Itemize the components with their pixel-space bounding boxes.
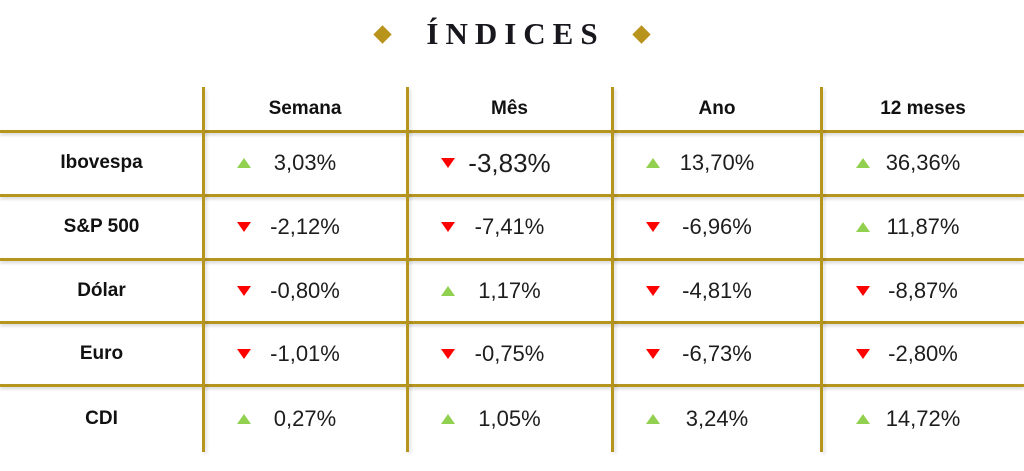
page-title: ÍNDICES	[426, 16, 605, 51]
value-text: 11,87%	[886, 214, 960, 239]
value-cell: 3,03%	[203, 131, 407, 195]
up-triangle-icon	[441, 413, 455, 424]
value-text: -6,73%	[682, 340, 752, 366]
row-label-s-p-500: S&P 500	[63, 216, 140, 237]
row-label-cdi: CDI	[85, 407, 118, 429]
column-header-12-meses: 12 meses	[880, 98, 966, 119]
up-triangle-icon	[856, 158, 870, 168]
title-block: ÍNDICES	[0, 12, 1024, 56]
down-triangle-icon	[441, 348, 455, 359]
down-triangle-icon	[237, 285, 251, 296]
row-label-ibovespa: Ibovespa	[60, 152, 143, 173]
value-cell: 13,70%	[612, 131, 822, 195]
value-cell: -7,41%	[407, 195, 612, 259]
value-text: 13,70%	[679, 150, 755, 175]
row-divider	[0, 130, 1024, 133]
indices-table: Semana Mês Ano 12 meses Ibovespa 3,03% -3,83% 1…	[0, 87, 1024, 452]
row-divider	[0, 321, 1024, 324]
down-triangle-icon	[856, 285, 870, 296]
value-text: -2,80%	[888, 340, 958, 366]
value-text: -7,41%	[474, 214, 545, 239]
value-text: 14,72%	[885, 405, 961, 431]
column-divider	[820, 87, 823, 452]
value-cell: -2,80%	[822, 322, 1024, 385]
down-triangle-icon	[237, 222, 251, 232]
value-cell: 36,36%	[822, 131, 1024, 195]
title-diamond-right-icon	[631, 24, 651, 44]
up-triangle-icon	[856, 222, 870, 232]
value-cell: -1,01%	[203, 322, 407, 385]
down-triangle-icon	[856, 348, 870, 359]
value-cell: 14,72%	[822, 385, 1024, 452]
up-triangle-icon	[441, 285, 455, 296]
down-triangle-icon	[646, 285, 660, 296]
value-text: 0,27%	[273, 405, 337, 431]
value-text: 3,03%	[273, 150, 337, 175]
value-text: -3,83%	[468, 147, 551, 178]
value-cell: -3,83%	[407, 131, 612, 195]
down-triangle-icon	[441, 222, 455, 232]
down-triangle-icon	[237, 348, 251, 359]
corner-cell	[0, 87, 203, 131]
down-triangle-icon	[441, 158, 455, 168]
up-triangle-icon	[237, 158, 251, 168]
value-text: -2,12%	[270, 214, 340, 239]
up-triangle-icon	[646, 158, 660, 168]
value-cell: -8,87%	[822, 259, 1024, 322]
column-header-m-s: Mês	[491, 98, 528, 119]
value-cell: 11,87%	[822, 195, 1024, 259]
down-triangle-icon	[646, 222, 660, 232]
value-cell: -0,80%	[203, 259, 407, 322]
value-cell: -4,81%	[612, 259, 822, 322]
value-text: -8,87%	[888, 277, 958, 303]
value-cell: 1,05%	[407, 385, 612, 452]
value-text: -4,81%	[682, 277, 752, 303]
value-cell: -6,73%	[612, 322, 822, 385]
value-cell: 3,24%	[612, 385, 822, 452]
title-diamond-left-icon	[373, 24, 393, 44]
value-text: 36,36%	[885, 150, 961, 175]
row-label-euro: Euro	[79, 342, 124, 364]
value-cell: -0,75%	[407, 322, 612, 385]
up-triangle-icon	[237, 413, 251, 424]
column-header-ano: Ano	[698, 98, 736, 119]
column-divider	[406, 87, 409, 452]
value-text: -0,75%	[474, 340, 545, 366]
column-divider	[202, 87, 205, 452]
down-triangle-icon	[646, 348, 660, 359]
row-divider	[0, 258, 1024, 261]
value-text: -0,80%	[270, 277, 340, 303]
column-header-semana: Semana	[268, 98, 342, 119]
row-divider	[0, 194, 1024, 197]
up-triangle-icon	[646, 413, 660, 424]
value-text: -1,01%	[270, 340, 340, 366]
value-text: -6,96%	[682, 214, 752, 239]
column-divider	[611, 87, 614, 452]
value-cell: -2,12%	[203, 195, 407, 259]
value-text: 3,24%	[685, 405, 749, 431]
up-triangle-icon	[856, 413, 870, 424]
value-cell: -6,96%	[612, 195, 822, 259]
value-text: 1,05%	[478, 405, 541, 431]
value-cell: 0,27%	[203, 385, 407, 452]
value-cell: 1,17%	[407, 259, 612, 322]
row-divider	[0, 384, 1024, 387]
value-text: 1,17%	[478, 277, 541, 303]
row-label-d-lar: Dólar	[77, 279, 126, 301]
